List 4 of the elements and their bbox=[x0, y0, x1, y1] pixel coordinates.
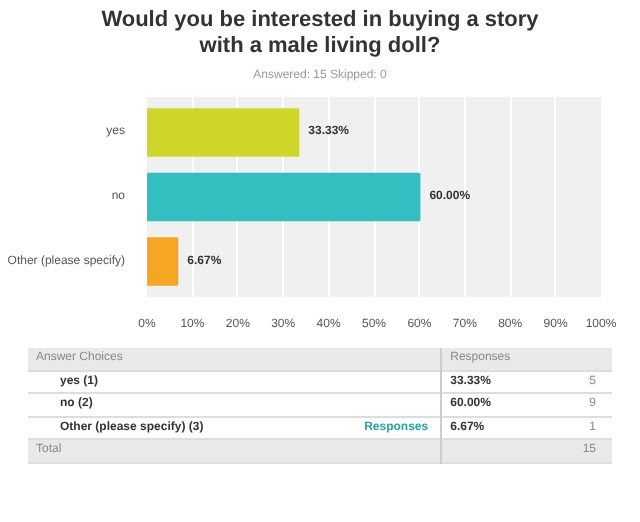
bar bbox=[147, 108, 300, 157]
bar bbox=[147, 172, 421, 222]
bar bbox=[147, 237, 179, 286]
chart-title: Would you be interested in buying a story with a male living doll? bbox=[99, 6, 541, 60]
